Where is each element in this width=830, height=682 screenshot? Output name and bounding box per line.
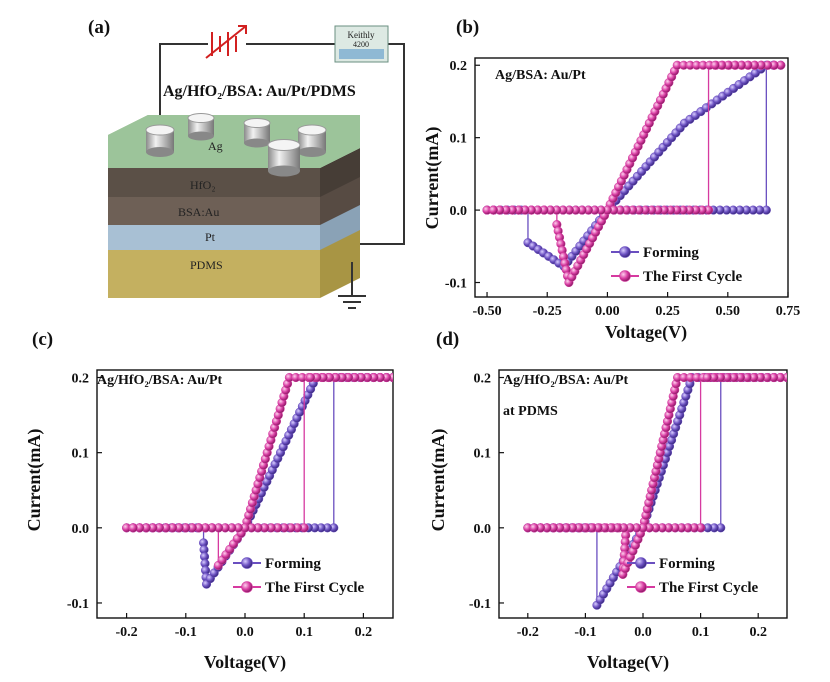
data-point bbox=[305, 372, 316, 383]
x-tick-label: 0.25 bbox=[655, 304, 680, 319]
layer-label-bsa: BSA:Au bbox=[178, 205, 219, 219]
y-tick-label: 0.2 bbox=[450, 59, 468, 74]
layer-label-hfo2: HfO₂ bbox=[190, 178, 216, 192]
y-axis-label-c: Current(mA) bbox=[24, 429, 45, 532]
x-tick-label: 0.2 bbox=[355, 625, 373, 640]
series-first-cycle bbox=[122, 372, 393, 570]
legend-label: Forming bbox=[643, 245, 699, 261]
ag-electrodes: Ag bbox=[145, 113, 327, 177]
x-axis-label-b: Voltage(V) bbox=[605, 322, 687, 343]
data-point bbox=[488, 205, 498, 215]
sample-label-d: Ag/HfO₂/BSA: Au/Pt bbox=[503, 373, 628, 388]
series-forming bbox=[482, 60, 786, 272]
layer-pdms bbox=[108, 242, 320, 298]
y-tick-label: -0.1 bbox=[445, 277, 467, 292]
y-tick-label: 0.1 bbox=[450, 132, 468, 147]
x-tick-label: 0.2 bbox=[749, 625, 767, 640]
series-line bbox=[487, 64, 781, 268]
data-point bbox=[710, 60, 720, 70]
sample-label-b: Ag/BSA: Au/Pt bbox=[495, 68, 586, 83]
series-first-cycle bbox=[482, 60, 786, 288]
legend-marker bbox=[241, 557, 253, 569]
layer-label-pt: Pt bbox=[205, 230, 216, 244]
layer-hfo2 bbox=[108, 168, 320, 197]
ground-icon bbox=[338, 262, 366, 309]
x-tick-label: 0.0 bbox=[634, 625, 652, 640]
device-stack-label: Ag/HfO₂/BSA: Au/Pt/PDMS bbox=[163, 83, 356, 100]
data-point bbox=[529, 523, 539, 533]
legend-marker bbox=[241, 581, 253, 593]
x-axis-label-c: Voltage(V) bbox=[204, 652, 286, 673]
layer-pt bbox=[108, 222, 320, 250]
chart-panel-c: (c) Current(mA) Voltage(V) Ag/HfO₂/BSA: … bbox=[24, 329, 394, 673]
x-tick-label: -0.1 bbox=[175, 625, 197, 640]
x-tick-label: -0.1 bbox=[574, 625, 596, 640]
y-tick-label: 0.0 bbox=[450, 204, 468, 219]
instrument-model: 4200 bbox=[353, 40, 369, 49]
x-tick-label: -0.2 bbox=[116, 625, 138, 640]
legend-marker bbox=[635, 557, 647, 569]
y-tick-label: 0.0 bbox=[474, 522, 492, 537]
y-tick-label: 0.2 bbox=[72, 372, 90, 387]
x-tick-label: 0.1 bbox=[692, 625, 710, 640]
chart-panel-b: (b) Current(mA) Voltage(V) Ag/BSA: Au/Pt… bbox=[422, 17, 800, 343]
instrument-label: Keithly bbox=[348, 30, 375, 40]
x-tick-label: 0.75 bbox=[776, 304, 801, 319]
panel-label-b: (b) bbox=[456, 17, 479, 38]
x-tick-label: 0.00 bbox=[595, 304, 620, 319]
y-tick-label: 0.2 bbox=[474, 372, 492, 387]
x-tick-label: -0.25 bbox=[533, 304, 562, 319]
y-tick-label: -0.1 bbox=[67, 597, 89, 612]
x-tick-label: -0.2 bbox=[517, 625, 539, 640]
legend-label: Forming bbox=[659, 556, 715, 572]
y-tick-label: 0.1 bbox=[72, 447, 90, 462]
series-first-cycle bbox=[523, 372, 787, 579]
y-tick-label: 0.0 bbox=[72, 522, 90, 537]
legend-marker bbox=[619, 246, 631, 258]
panel-label-c: (c) bbox=[32, 329, 53, 350]
x-tick-label: 0.0 bbox=[236, 625, 254, 640]
voltage-source-icon bbox=[205, 25, 247, 59]
sample-label-c: Ag/HfO₂/BSA: Au/Pt bbox=[97, 373, 222, 388]
chart-panel-d: (d) Current(mA) Voltage(V) Ag/HfO₂/BSA: … bbox=[428, 329, 788, 673]
x-tick-label: 0.50 bbox=[716, 304, 741, 319]
x-tick-label: 0.1 bbox=[295, 625, 313, 640]
legend-label: The First Cycle bbox=[643, 269, 742, 285]
legend-label: Forming bbox=[265, 556, 321, 572]
layer-label-pdms: PDMS bbox=[190, 258, 223, 272]
legend-marker bbox=[635, 581, 647, 593]
layer-label-ag: Ag bbox=[208, 139, 223, 153]
y-tick-label: 0.1 bbox=[474, 447, 492, 462]
x-axis-label-d: Voltage(V) bbox=[587, 652, 669, 673]
data-point bbox=[702, 372, 712, 383]
series-forming bbox=[523, 372, 787, 610]
annotation-d: at PDMS bbox=[503, 404, 558, 419]
panel-label-a: (a) bbox=[88, 17, 110, 38]
panel-label-d: (d) bbox=[436, 329, 459, 350]
data-point bbox=[128, 523, 138, 533]
x-tick-label: -0.50 bbox=[472, 304, 501, 319]
y-axis-label-b: Current(mA) bbox=[422, 127, 443, 230]
plot-frame bbox=[474, 57, 789, 298]
legend-label: The First Cycle bbox=[659, 580, 758, 596]
y-tick-label: -0.1 bbox=[469, 597, 491, 612]
legend-marker bbox=[619, 270, 631, 282]
schematic-panel: (a) Keithly 4200 Ag/HfO₂/BSA: Au/Pt/PDMS bbox=[88, 17, 405, 309]
instrument-icon: Keithly 4200 bbox=[334, 25, 389, 63]
layer-bsa bbox=[108, 195, 320, 225]
legend-label: The First Cycle bbox=[265, 580, 364, 596]
circuit-wires bbox=[159, 43, 405, 245]
y-axis-label-d: Current(mA) bbox=[428, 429, 449, 532]
